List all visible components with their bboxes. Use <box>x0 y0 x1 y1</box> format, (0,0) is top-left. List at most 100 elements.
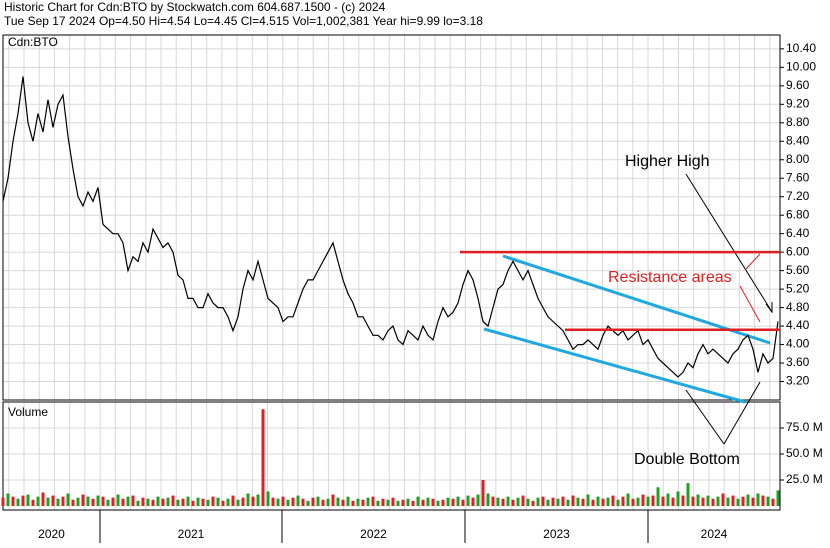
volume-bar <box>216 497 220 506</box>
annotation-arrows <box>685 173 773 445</box>
volume-bar <box>201 498 205 506</box>
volume-bar <box>271 497 275 506</box>
volume-bar <box>251 496 255 506</box>
volume-bar <box>686 483 690 506</box>
volume-bar <box>696 494 700 506</box>
volume-bar <box>286 499 290 506</box>
volume-bar <box>16 498 20 506</box>
header-line1: Historic Chart for Cdn:BTO by Stockwatch… <box>4 0 386 14</box>
symbol-label: Cdn:BTO <box>8 35 58 49</box>
volume-bar <box>301 498 305 506</box>
volume-bar <box>371 496 375 506</box>
volume-bar <box>701 497 705 506</box>
volume-bar <box>256 494 260 506</box>
price-line <box>2 76 779 378</box>
volume-bar <box>141 497 145 506</box>
volume-bar <box>291 497 295 506</box>
volume-bar <box>716 496 720 506</box>
volume-bar <box>221 500 225 506</box>
volume-bar <box>161 498 165 506</box>
volume-bar <box>506 496 510 506</box>
volume-label: Volume <box>8 405 48 419</box>
volume-bar <box>571 495 575 506</box>
volume-bar <box>711 498 715 506</box>
volume-bar <box>46 497 50 506</box>
volume-bar <box>751 497 755 506</box>
volume-bar <box>196 497 200 506</box>
volume-bar <box>671 497 675 506</box>
volume-bar <box>351 500 355 506</box>
volume-bar <box>321 499 325 506</box>
y-tick-label: 5.60 <box>786 263 810 277</box>
volume-bar <box>656 487 660 506</box>
volume-bar <box>181 498 185 506</box>
volume-bar <box>401 499 405 506</box>
volume-bar <box>491 496 495 506</box>
volume-bar <box>756 493 760 506</box>
volume-bar <box>441 499 445 506</box>
volume-bar <box>81 494 85 506</box>
volume-bar <box>191 500 195 506</box>
volume-bar <box>396 500 400 506</box>
volume-bar <box>681 495 685 506</box>
volume-bar <box>591 499 595 506</box>
annotation-resistance: Resistance areas <box>608 269 732 286</box>
volume-bar <box>771 498 775 506</box>
volume-bar <box>6 493 10 506</box>
volume-bar <box>86 496 90 506</box>
volume-bar <box>536 497 540 506</box>
volume-bar <box>341 499 345 506</box>
volume-bar <box>766 496 770 506</box>
volume-bar <box>151 499 155 506</box>
volume-bar <box>211 496 215 506</box>
volume-bar <box>621 496 625 506</box>
volume-bar <box>641 494 645 506</box>
y-tick-label: 8.80 <box>786 115 810 129</box>
volume-bar <box>246 493 250 506</box>
y-tick-label: 4.80 <box>786 300 810 314</box>
y-tick-label: 6.80 <box>786 207 810 221</box>
volume-bar <box>276 498 280 506</box>
year-label: 2020 <box>38 527 65 541</box>
volume-bar <box>631 498 635 506</box>
volume-bar <box>176 499 180 506</box>
volume-bar <box>101 496 105 506</box>
volume-bar <box>676 491 680 506</box>
y-tick-label: 9.20 <box>786 96 810 110</box>
volume-bar <box>776 490 780 506</box>
volume-bar <box>471 497 475 506</box>
y-tick-label: 10.00 <box>786 60 816 74</box>
volume-bar <box>501 498 505 506</box>
volume-bar <box>281 496 285 506</box>
volume-bar <box>156 496 160 506</box>
volume-bar <box>761 495 765 506</box>
volume-bar <box>106 499 110 506</box>
volume-bar <box>36 496 40 506</box>
resistance-arrows <box>739 253 761 323</box>
volume-bar <box>76 497 80 506</box>
volume-bar <box>706 495 710 506</box>
volume-bar <box>306 500 310 506</box>
y-tick-label: 50.0 M <box>786 446 823 460</box>
y-tick-label: 3.60 <box>786 355 810 369</box>
volume-bar <box>476 494 480 506</box>
volume-bar <box>56 498 60 506</box>
volume-bar <box>481 480 485 506</box>
annotation-double-bottom: Double Bottom <box>634 451 740 468</box>
volume-bar <box>606 497 610 506</box>
volume-bar <box>166 497 170 506</box>
year-label: 2024 <box>701 527 728 541</box>
volume-bar <box>466 495 470 506</box>
y-tick-label: 4.00 <box>786 337 810 351</box>
volume-bar <box>576 497 580 506</box>
volume-bar <box>121 498 125 506</box>
volume-bar <box>496 497 500 506</box>
volume-bar <box>136 500 140 506</box>
volume-bar <box>236 499 240 506</box>
volume-bar <box>336 497 340 506</box>
volume-bar <box>11 496 15 506</box>
volume-bar <box>556 498 560 506</box>
volume-bar <box>111 497 115 506</box>
volume-bar <box>511 499 515 506</box>
